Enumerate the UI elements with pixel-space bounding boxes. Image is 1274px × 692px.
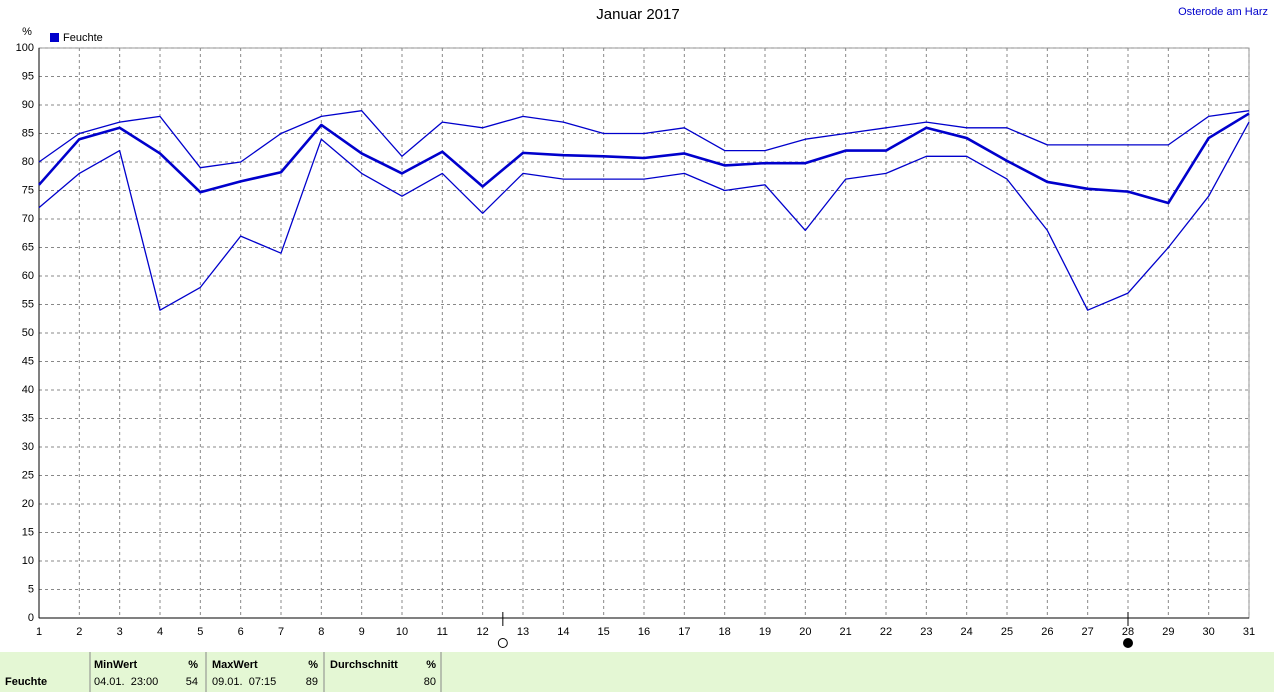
x-tick-label: 31 xyxy=(1243,626,1255,638)
x-tick-label: 23 xyxy=(920,626,932,638)
summary-title: MaxWert xyxy=(212,659,258,671)
y-tick-label: 95 xyxy=(22,70,34,82)
y-tick-label: 50 xyxy=(22,327,34,339)
summary-value: 80 xyxy=(424,676,436,688)
x-tick-label: 25 xyxy=(1001,626,1013,638)
x-tick-label: 12 xyxy=(477,626,489,638)
summary-panel xyxy=(0,652,1274,692)
x-tick-label: 20 xyxy=(799,626,811,638)
y-tick-label: 5 xyxy=(28,583,34,595)
y-tick-label: 60 xyxy=(22,270,34,282)
x-tick-label: 3 xyxy=(117,626,123,638)
x-tick-label: 17 xyxy=(678,626,690,638)
moon-phase xyxy=(1123,638,1133,648)
line-series xyxy=(38,121,1250,311)
x-tick-label: 8 xyxy=(318,626,324,638)
x-tick-label: 7 xyxy=(278,626,284,638)
y-tick-label: 90 xyxy=(22,99,34,111)
y-tick-label: 10 xyxy=(22,555,34,567)
y-tick-label: 40 xyxy=(22,384,34,396)
x-tick-label: 5 xyxy=(197,626,203,638)
x-tick-label: 18 xyxy=(719,626,731,638)
x-tick-label: 27 xyxy=(1082,626,1094,638)
x-tick-label: 11 xyxy=(437,626,448,638)
y-tick-label: 30 xyxy=(22,441,34,453)
line-series xyxy=(38,110,1250,169)
summary-unit: % xyxy=(308,659,318,671)
summary-time: 04.01. 23:00 xyxy=(94,676,158,688)
x-tick-label: 21 xyxy=(840,626,852,638)
x-tick-label: 10 xyxy=(396,626,408,638)
summary-title: Durchschnitt xyxy=(330,659,398,671)
x-tick-label: 16 xyxy=(638,626,650,638)
legend-swatch xyxy=(50,33,59,42)
x-tick-label: 29 xyxy=(1162,626,1174,638)
y-tick-label: 70 xyxy=(22,213,34,225)
location: Osterode am Harz xyxy=(1178,6,1268,18)
y-tick-label: 100 xyxy=(16,42,34,54)
line-series xyxy=(38,112,1250,205)
y-tick-label: 65 xyxy=(22,241,34,253)
x-tick-label: 15 xyxy=(598,626,610,638)
x-tick-label: 30 xyxy=(1203,626,1215,638)
y-axis-unit: % xyxy=(22,26,32,38)
summary-unit: % xyxy=(426,659,436,671)
y-tick-label: 0 xyxy=(28,612,34,624)
summary-value: 89 xyxy=(306,676,318,688)
y-tick-label: 20 xyxy=(22,498,34,510)
summary-row-label: Feuchte xyxy=(5,676,47,688)
y-tick-label: 15 xyxy=(22,526,34,538)
summary-value: 54 xyxy=(186,676,198,688)
x-tick-label: 1 xyxy=(36,626,42,638)
x-tick-label: 28 xyxy=(1122,626,1134,638)
y-tick-label: 80 xyxy=(22,156,34,168)
y-tick-label: 75 xyxy=(22,184,34,196)
x-tick-label: 26 xyxy=(1041,626,1053,638)
x-tick-label: 9 xyxy=(359,626,365,638)
x-tick-label: 22 xyxy=(880,626,892,638)
y-tick-label: 35 xyxy=(22,412,34,424)
x-tick-label: 6 xyxy=(238,626,244,638)
x-tick-label: 2 xyxy=(76,626,82,638)
y-tick-label: 85 xyxy=(22,127,34,139)
x-tick-label: 13 xyxy=(517,626,529,638)
x-tick-label: 14 xyxy=(557,626,569,638)
y-tick-label: 45 xyxy=(22,355,34,367)
y-tick-label: 25 xyxy=(22,469,34,481)
y-tick-label: 55 xyxy=(22,298,34,310)
summary-time: 09.01. 07:15 xyxy=(212,676,276,688)
summary-title: MinWert xyxy=(94,659,138,671)
chart-title: Januar 2017 xyxy=(596,6,679,23)
x-tick-label: 19 xyxy=(759,626,771,638)
summary-unit: % xyxy=(188,659,198,671)
x-tick-label: 24 xyxy=(961,626,973,638)
legend-label: Feuchte xyxy=(63,32,103,44)
moon-phase xyxy=(497,638,508,648)
x-tick-label: 4 xyxy=(157,626,163,638)
